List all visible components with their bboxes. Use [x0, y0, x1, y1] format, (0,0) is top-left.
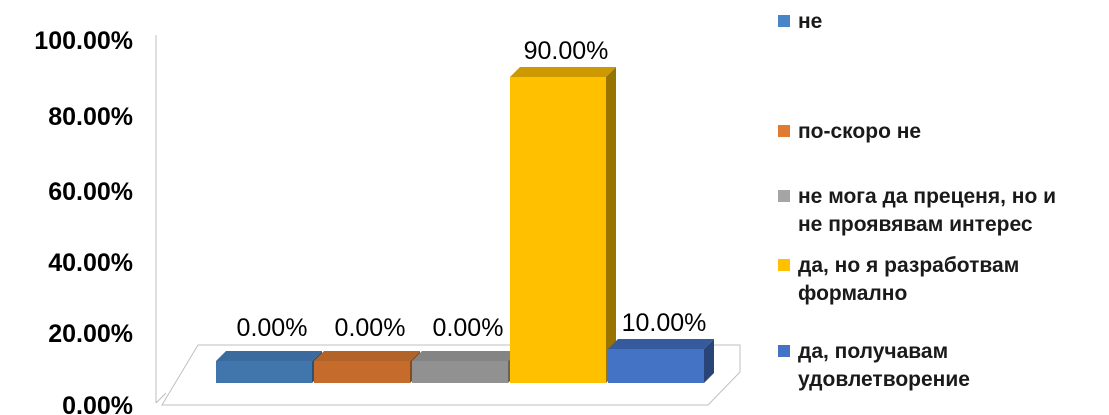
legend-swatch [778, 259, 790, 271]
legend-item: по-скоро не [778, 118, 921, 146]
bar-top [314, 351, 420, 361]
data-label: 0.00% [335, 314, 406, 342]
y-tick-label: 20.00% [48, 320, 133, 348]
bar-top [510, 67, 616, 77]
y-tick-label: 40.00% [48, 249, 133, 277]
legend-item: не мога да преценя, но и не проявявам ин… [778, 183, 1056, 239]
legend-label: да, но я разработвам формално [798, 252, 1019, 308]
legend-swatch [778, 15, 790, 27]
legend-label: да, получавам удовлетворение [798, 338, 970, 394]
bar-side [606, 67, 616, 383]
legend-swatch [778, 345, 790, 357]
y-tick-label: 100.00% [34, 27, 133, 55]
legend-item: да, получавам удовлетворение [778, 338, 970, 394]
bar [314, 361, 410, 383]
y-tick-label: 0.00% [62, 392, 133, 415]
legend-label: не мога да преценя, но и не проявявам ин… [798, 183, 1056, 239]
bar [412, 361, 508, 383]
legend-swatch [778, 125, 790, 137]
bar-top [608, 339, 714, 349]
data-label: 0.00% [237, 314, 308, 342]
y-tick-label: 60.00% [48, 178, 133, 206]
bar [608, 349, 704, 383]
bar [510, 77, 606, 383]
bar [216, 361, 312, 383]
legend-label: по-скоро не [798, 118, 921, 146]
legend-item: не [778, 8, 822, 36]
bar-top [412, 351, 518, 361]
legend-item: да, но я разработвам формално [778, 252, 1019, 308]
legend-label: не [798, 8, 822, 36]
data-label: 10.00% [622, 309, 707, 337]
data-label: 0.00% [433, 314, 504, 342]
legend-swatch [778, 190, 790, 202]
y-tick-label: 80.00% [48, 103, 133, 131]
bar-top [216, 351, 322, 361]
data-label: 90.00% [524, 37, 609, 65]
